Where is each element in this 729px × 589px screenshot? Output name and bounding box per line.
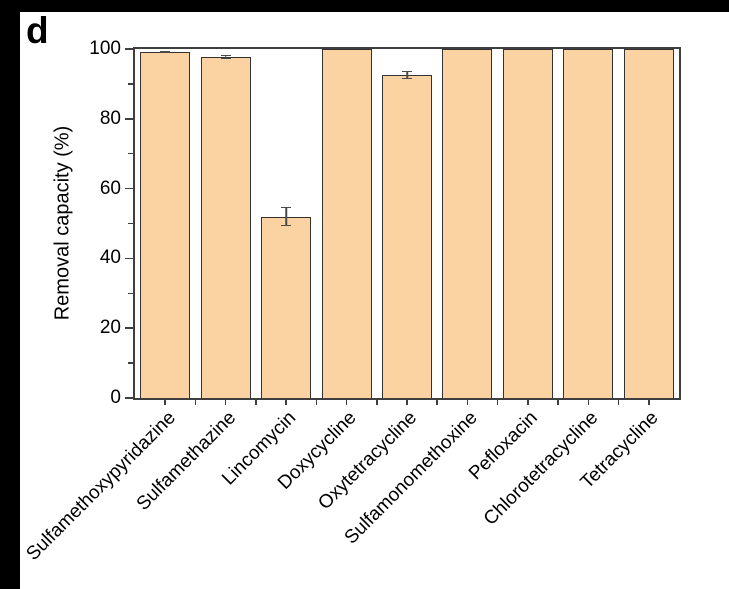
error-bar <box>220 55 231 59</box>
y-major-tick <box>125 118 133 120</box>
y-major-tick <box>125 48 133 50</box>
x-tick <box>224 398 227 405</box>
bar <box>442 49 493 398</box>
error-bar <box>281 206 292 227</box>
x-tick <box>527 398 529 405</box>
x-tick <box>345 398 348 405</box>
error-bar <box>160 50 171 53</box>
bar <box>563 49 614 398</box>
y-tick-label: 0 <box>110 387 121 408</box>
x-tick <box>617 398 620 405</box>
y-axis-title: Removal capacity (%) <box>51 125 74 321</box>
bar <box>200 57 251 398</box>
y-minor-tick <box>128 292 133 295</box>
figure-border-top <box>0 0 729 12</box>
x-tick <box>285 398 287 405</box>
y-minor-tick <box>128 362 133 364</box>
y-tick-label: 80 <box>99 107 121 129</box>
figure-border-left <box>0 0 20 589</box>
y-tick-label: 20 <box>99 317 121 339</box>
bar <box>623 49 674 398</box>
plot-area: 0 20 40 60 80 100 Sulfamethoxypyridazine Sulfam… <box>22 38 681 565</box>
x-tick <box>557 398 559 405</box>
error-bar <box>402 70 412 80</box>
x-tick <box>466 398 469 405</box>
y-minor-tick <box>128 222 133 225</box>
bar <box>321 49 372 398</box>
x-tick <box>406 398 408 405</box>
x-tick <box>255 398 257 405</box>
x-tick <box>587 398 590 405</box>
x-tick <box>164 398 167 405</box>
y-tick-label: 100 <box>89 38 121 59</box>
y-minor-tick <box>128 83 133 85</box>
bar <box>382 75 432 398</box>
x-tick <box>647 398 650 405</box>
y-major-tick <box>125 257 133 260</box>
y-major-tick <box>125 327 133 329</box>
y-major-tick <box>125 187 133 190</box>
y-tick-label: 40 <box>99 247 121 269</box>
bar <box>140 51 191 398</box>
y-tick-label: 60 <box>99 177 121 199</box>
x-tick <box>315 398 318 405</box>
y-minor-tick <box>128 152 133 155</box>
x-tick <box>496 398 499 405</box>
bar <box>261 216 312 398</box>
x-tick <box>194 398 197 405</box>
x-tick <box>375 398 378 405</box>
panel-label: d <box>26 10 49 51</box>
y-major-tick <box>125 397 133 399</box>
x-tick <box>436 398 439 405</box>
bar <box>502 49 553 398</box>
